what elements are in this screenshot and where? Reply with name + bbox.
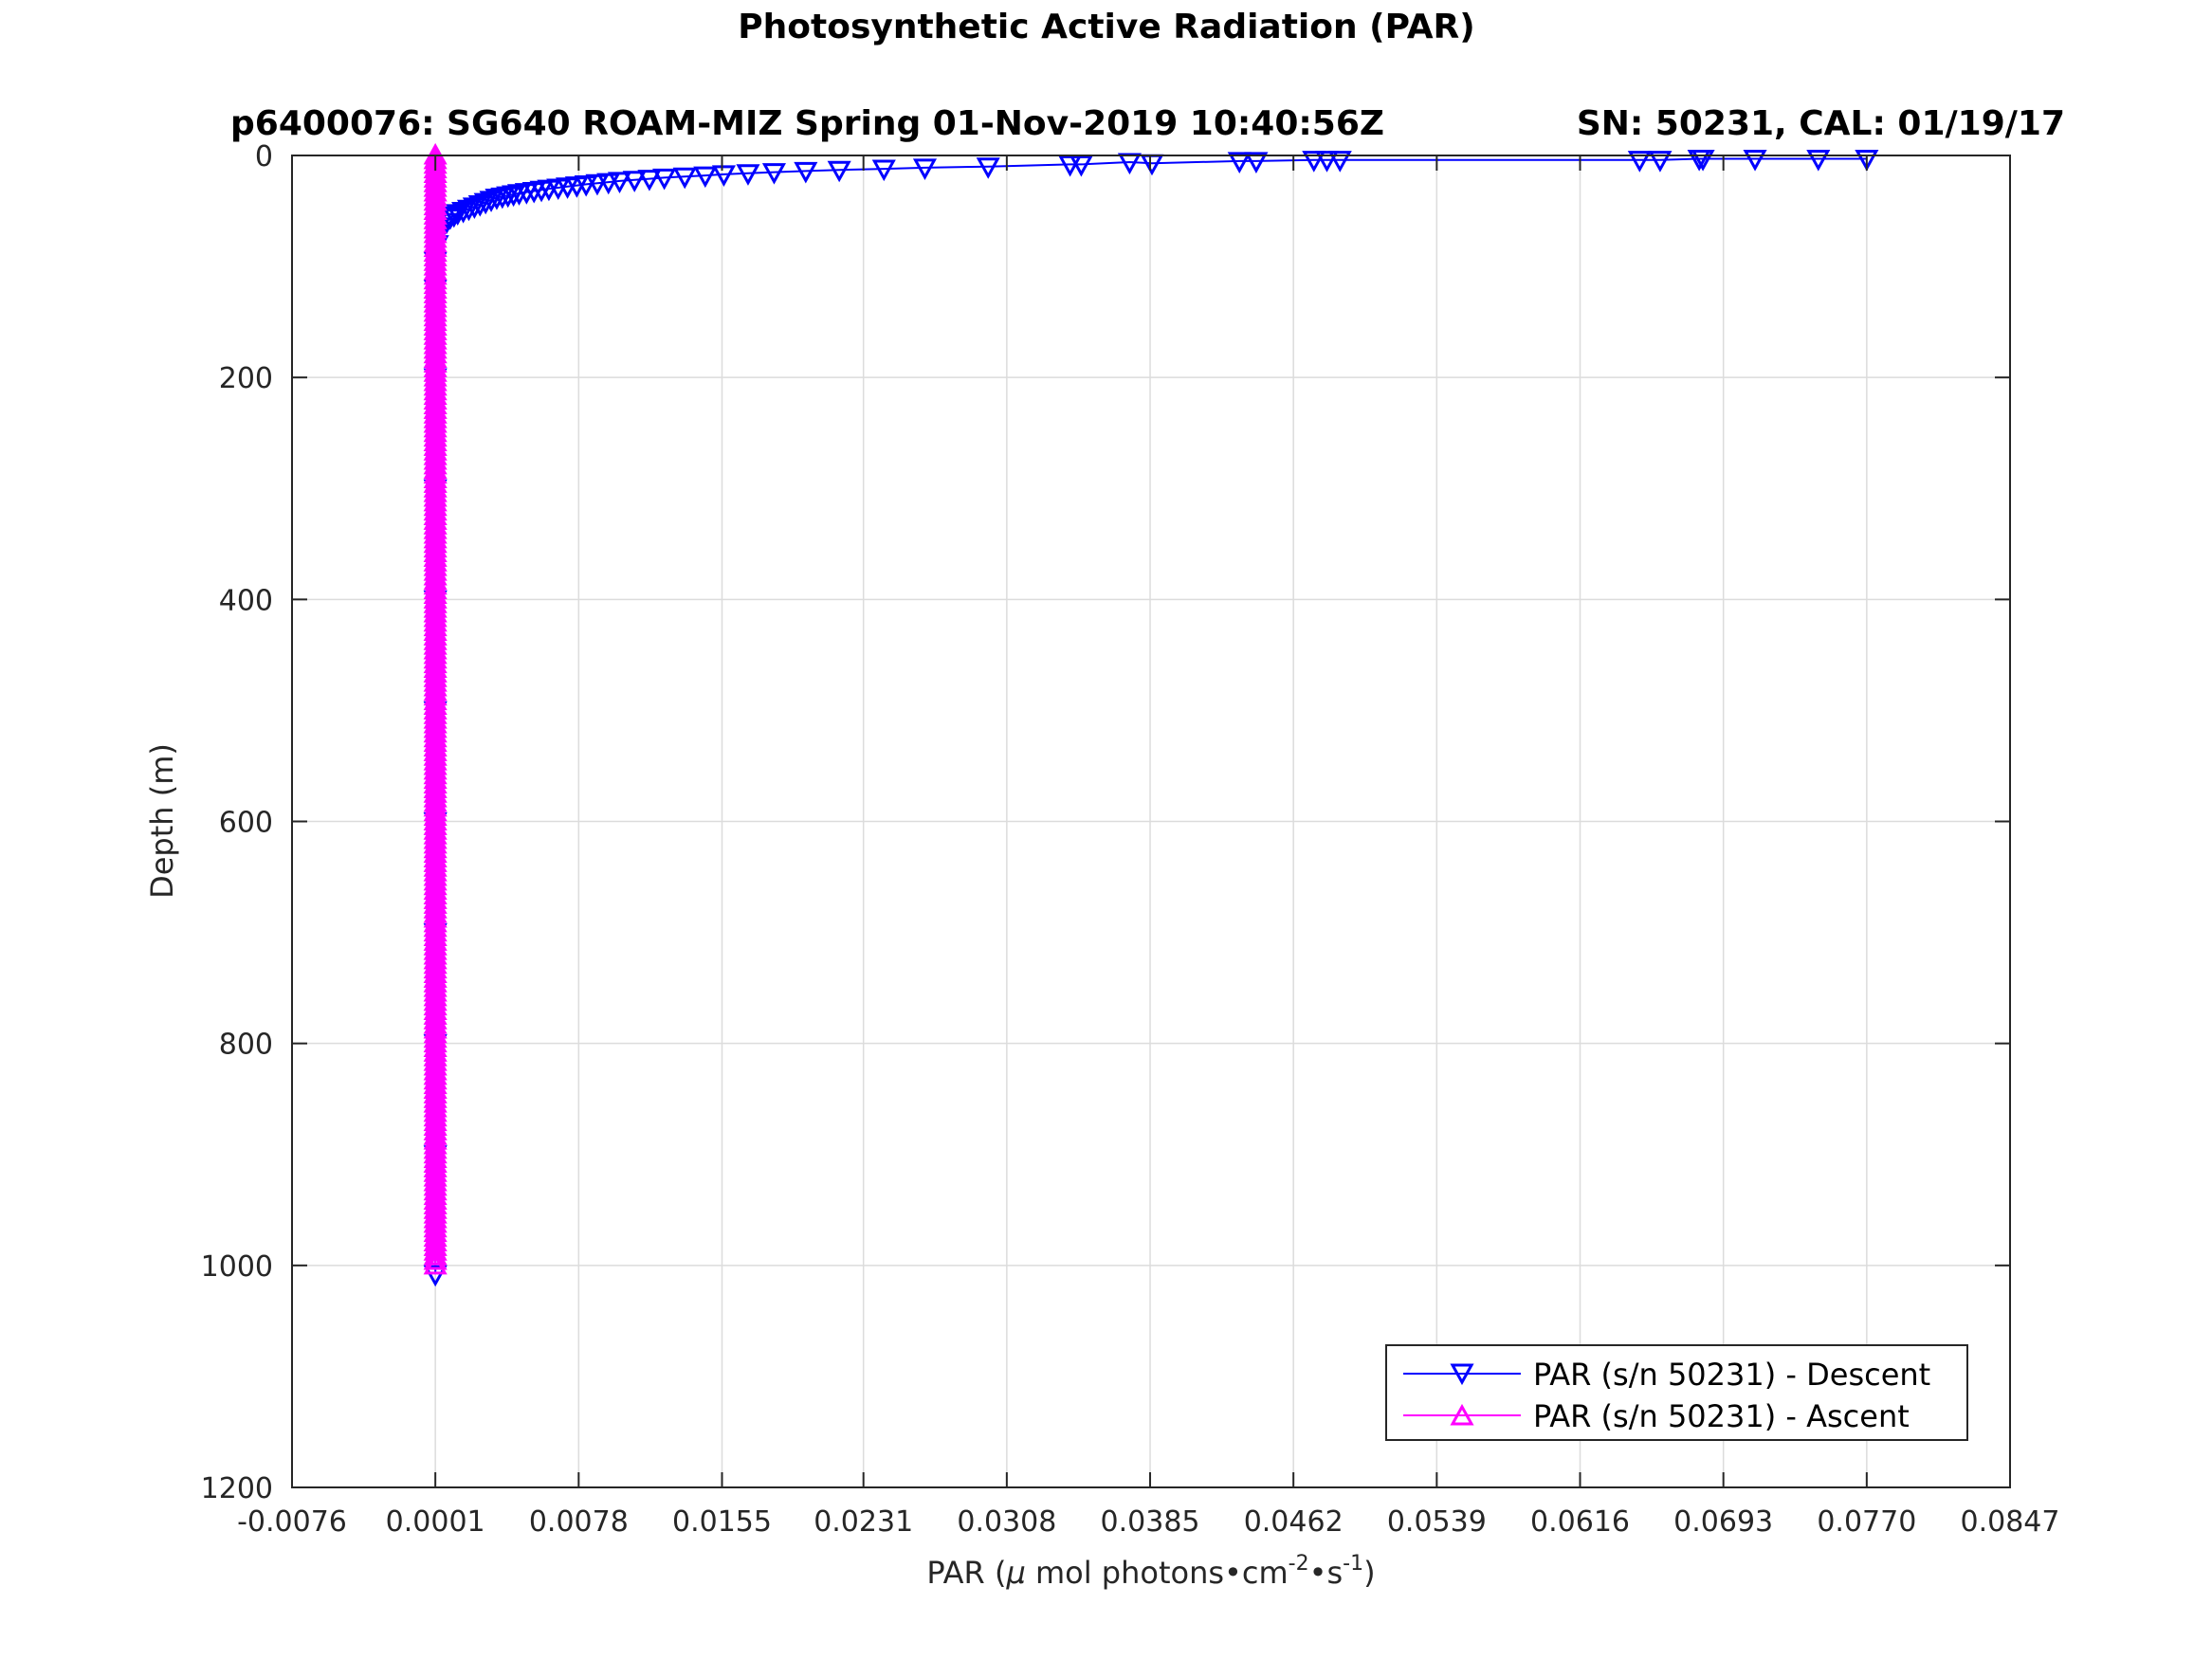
x-tick-label: 0.0231	[814, 1505, 913, 1539]
descent-point	[711, 165, 737, 187]
descent-point	[1069, 155, 1093, 177]
x-tick-label: -0.0076	[237, 1505, 347, 1539]
y-tick-label: 600	[219, 807, 273, 840]
legend-descent-label: PAR (s/n 50231) - Descent	[1533, 1357, 1930, 1393]
legend-ascent-label: PAR (s/n 50231) - Ascent	[1533, 1398, 1910, 1434]
legend-ascent-marker	[1450, 1403, 1474, 1426]
x-tick-label: 0.0770	[1817, 1505, 1916, 1539]
x-tick-label: 0.0155	[672, 1505, 772, 1539]
descent-point	[442, 206, 466, 228]
descent-point	[622, 171, 647, 192]
x-tick-label: 0.0693	[1673, 1505, 1773, 1539]
descent-point	[1806, 150, 1831, 172]
descent-point	[912, 158, 938, 180]
grid-lines	[292, 155, 2010, 1487]
descent-point	[637, 170, 662, 191]
descent-point	[827, 160, 851, 183]
x-tick-label: 0.0001	[386, 1505, 485, 1539]
descent-point	[1743, 150, 1767, 172]
descent-point	[1314, 151, 1340, 173]
descent-point	[1227, 152, 1252, 173]
tick-marks	[291, 155, 2011, 1488]
chart-subtitle-left: p6400076: SG640 ROAM-MIZ Spring 01-Nov-2…	[230, 104, 1384, 143]
y-tick-labels: 0 200 400 600 800 1000 1200	[201, 140, 273, 1505]
y-tick-label: 200	[219, 362, 273, 395]
descent-point	[1687, 150, 1711, 172]
x-tick-label: 0.0539	[1387, 1505, 1487, 1539]
x-tick-label: 0.0078	[529, 1505, 629, 1539]
legend: PAR (s/n 50231) - Descent PAR (s/n 50231…	[1385, 1344, 1968, 1441]
legend-box	[1385, 1344, 1968, 1441]
descent-point	[794, 161, 818, 184]
descent-point	[736, 164, 760, 186]
x-tick-labels: -0.0076 0.0001 0.0078 0.0155 0.0231 0.0308 0.0…	[237, 1505, 2059, 1539]
descent-point	[1855, 150, 1879, 172]
descent-point	[1327, 151, 1352, 173]
descent-point	[976, 157, 1000, 179]
descent-point	[1302, 151, 1326, 173]
chart-title: Photosynthetic Active Radiation (PAR)	[738, 8, 1474, 46]
plot-area	[291, 142, 2011, 1488]
x-axis-label: PAR (μ mol photons•cm-2•s-1)	[926, 1552, 1375, 1591]
y-tick-label: 1200	[201, 1472, 273, 1505]
chart-subtitle-right: SN: 50231, CAL: 01/19/17	[1577, 104, 2065, 143]
x-tick-label: 0.0616	[1530, 1505, 1630, 1539]
legend-descent-marker	[1450, 1363, 1474, 1386]
y-tick-label: 400	[219, 584, 273, 617]
series-layer	[423, 142, 1879, 1287]
descent-point	[1648, 151, 1673, 173]
y-tick-label: 1000	[201, 1250, 273, 1284]
descent-point	[672, 167, 697, 190]
descent-point	[1627, 151, 1652, 173]
descent-point	[761, 163, 787, 185]
descent-point	[1244, 152, 1269, 173]
descent-point	[423, 1265, 448, 1287]
y-tick-label: 0	[255, 140, 273, 173]
descent-point	[693, 166, 718, 189]
x-tick-label: 0.0308	[957, 1505, 1056, 1539]
x-tick-label: 0.0847	[1961, 1505, 2060, 1539]
descent-point	[652, 168, 677, 191]
descent-point	[1058, 155, 1083, 177]
y-tick-label: 800	[219, 1029, 273, 1062]
x-tick-label: 0.0462	[1244, 1505, 1344, 1539]
descent-point	[871, 159, 896, 182]
y-axis-label: Depth (m)	[144, 743, 180, 899]
x-tick-label: 0.0385	[1101, 1505, 1200, 1539]
